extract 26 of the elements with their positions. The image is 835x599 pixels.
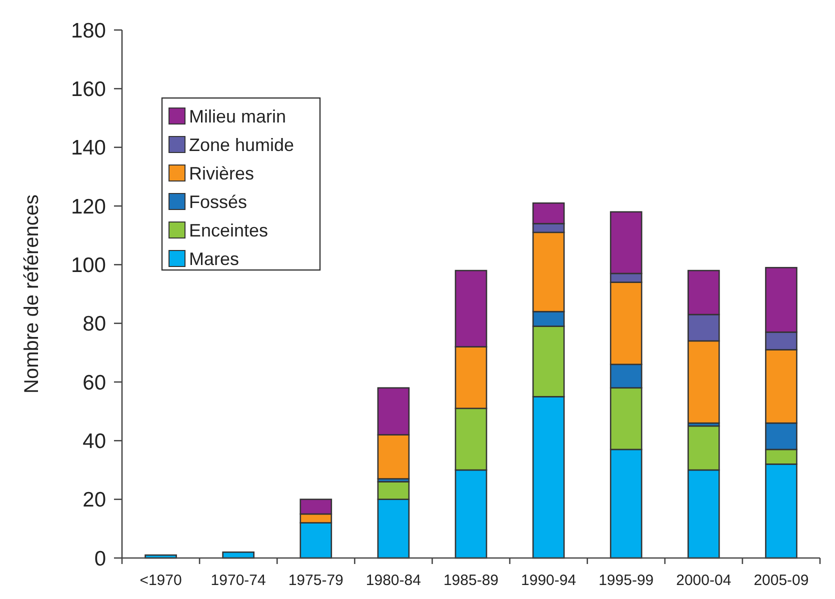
- y-tick-label: 100: [70, 254, 106, 278]
- y-tick-label: 80: [82, 312, 106, 336]
- y-tick-label: 0: [94, 547, 106, 570]
- legend-label: Enceintes: [189, 220, 268, 240]
- x-tick-label: <1970: [140, 572, 182, 589]
- y-tick-label: 60: [82, 371, 106, 394]
- x-tick-label: 1980-84: [366, 572, 421, 589]
- x-tick-label: 1975-79: [288, 572, 344, 589]
- x-tick-label: 1970-74: [210, 572, 266, 589]
- legend-label: Rivières: [189, 163, 254, 184]
- y-tick-label: 140: [70, 136, 106, 160]
- y-tick-label: 20: [82, 488, 106, 512]
- y-tick-label: 180: [70, 19, 106, 42]
- y-tick-label: 160: [70, 78, 106, 102]
- x-tick-label: 2000-04: [676, 572, 732, 589]
- x-tick-label: 1985-89: [443, 572, 499, 589]
- x-tick-label: 1995-99: [598, 572, 654, 589]
- x-tick-label: 1990-94: [521, 572, 576, 589]
- legend-label: Zone humide: [189, 134, 294, 155]
- legend-label: Milieu marin: [189, 106, 286, 126]
- y-tick-label: 40: [82, 430, 106, 454]
- x-tick-label: 2005-09: [754, 572, 809, 589]
- legend-label: Fossés: [189, 192, 248, 212]
- y-axis-title: Nombre de références: [21, 194, 43, 394]
- legend-label: Mares: [189, 248, 240, 269]
- y-tick-label: 120: [70, 195, 106, 218]
